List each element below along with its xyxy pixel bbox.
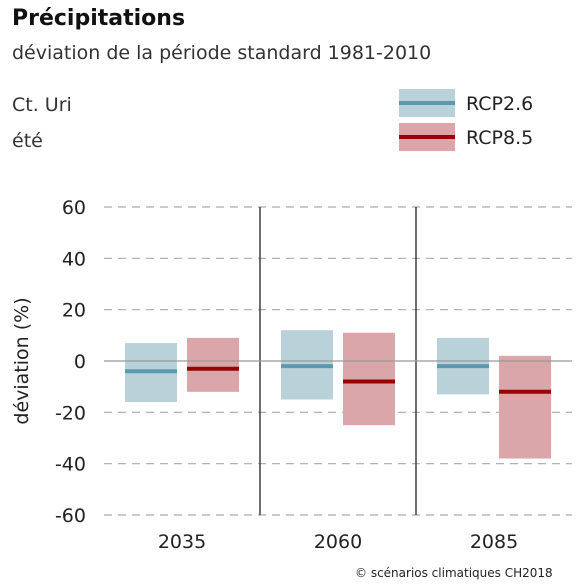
y-tick-label: 40: [62, 248, 86, 270]
range-band-rcp85: [343, 332, 395, 426]
range-band-rcp85: [499, 355, 551, 459]
chart-subtitle: déviation de la période standard 1981-20…: [12, 42, 432, 64]
y-tick-label: 0: [74, 351, 86, 373]
x-tick-label: 2085: [470, 531, 518, 553]
legend-label: RCP8.5: [466, 127, 533, 149]
legend-label: RCP2.6: [466, 93, 533, 115]
season-label: été: [12, 130, 43, 152]
chart-title: Précipitations: [12, 6, 186, 31]
y-tick-label: 20: [62, 300, 86, 322]
x-tick-label: 2035: [158, 531, 206, 553]
y-tick-label: -20: [55, 402, 86, 424]
y-tick-label: -40: [55, 454, 86, 476]
x-tick-label: 2060: [314, 531, 362, 553]
region-label: Ct. Uri: [12, 94, 72, 116]
y-tick-label: 60: [62, 197, 86, 219]
range-band-rcp85: [187, 337, 239, 392]
y-tick-label: -60: [55, 505, 86, 527]
credit-note: © scénarios climatiques CH2018: [355, 566, 553, 580]
y-axis-title: déviation (%): [11, 297, 33, 424]
